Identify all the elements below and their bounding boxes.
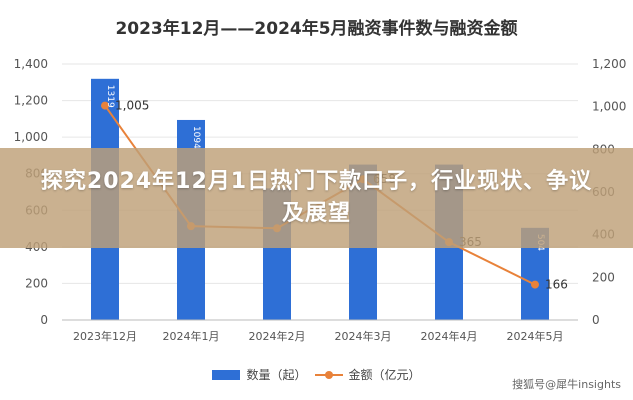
legend-item-amount: 金额（亿元） <box>314 366 421 383</box>
y-right-tick-label: 1,000 <box>592 100 626 114</box>
y-right-tick-label: 200 <box>592 270 615 284</box>
source-credit: 搜狐号@犀牛insights <box>512 378 621 391</box>
legend: 数量（起） 金额（亿元） <box>0 366 633 383</box>
y-left-tick-label: 0 <box>40 313 48 327</box>
line-point <box>101 101 109 110</box>
legend-label-amount: 金额（亿元） <box>348 368 421 382</box>
x-tick-label: 2024年3月 <box>335 329 392 343</box>
y-left-tick-label: 1,400 <box>14 57 48 71</box>
legend-label-count: 数量（起） <box>246 368 307 382</box>
x-tick-label: 2024年5月 <box>507 329 564 343</box>
line-value-label: 166 <box>545 278 568 292</box>
x-tick-label: 2023年12月 <box>73 329 137 343</box>
headline-banner: 探究2024年12月1日热门下款口子，行业现状、争议及展望 <box>0 148 633 248</box>
bar-value-label: 1094 <box>191 126 201 149</box>
line-swatch-icon <box>314 370 343 380</box>
bar-swatch-icon <box>212 369 241 380</box>
y-left-tick-label: 1,000 <box>14 130 48 144</box>
x-tick-label: 2024年4月 <box>421 329 478 343</box>
line-value-label: 1,005 <box>115 99 149 113</box>
y-right-tick-label: 1,200 <box>592 57 626 71</box>
y-left-tick-label: 200 <box>25 276 48 290</box>
x-tick-label: 2024年1月 <box>163 329 220 343</box>
chart-title: 2023年12月——2024年5月融资事件数与融资金额 <box>115 19 518 39</box>
y-left-tick-label: 1,200 <box>14 94 48 108</box>
line-point <box>531 280 539 289</box>
x-tick-label: 2024年2月 <box>249 329 306 343</box>
legend-item-count: 数量（起） <box>212 366 307 383</box>
y-right-tick-label: 0 <box>592 313 600 327</box>
bar-value-label: 1319 <box>105 85 115 108</box>
headline-text: 探究2024年12月1日热门下款口子，行业现状、争议及展望 <box>40 169 593 226</box>
